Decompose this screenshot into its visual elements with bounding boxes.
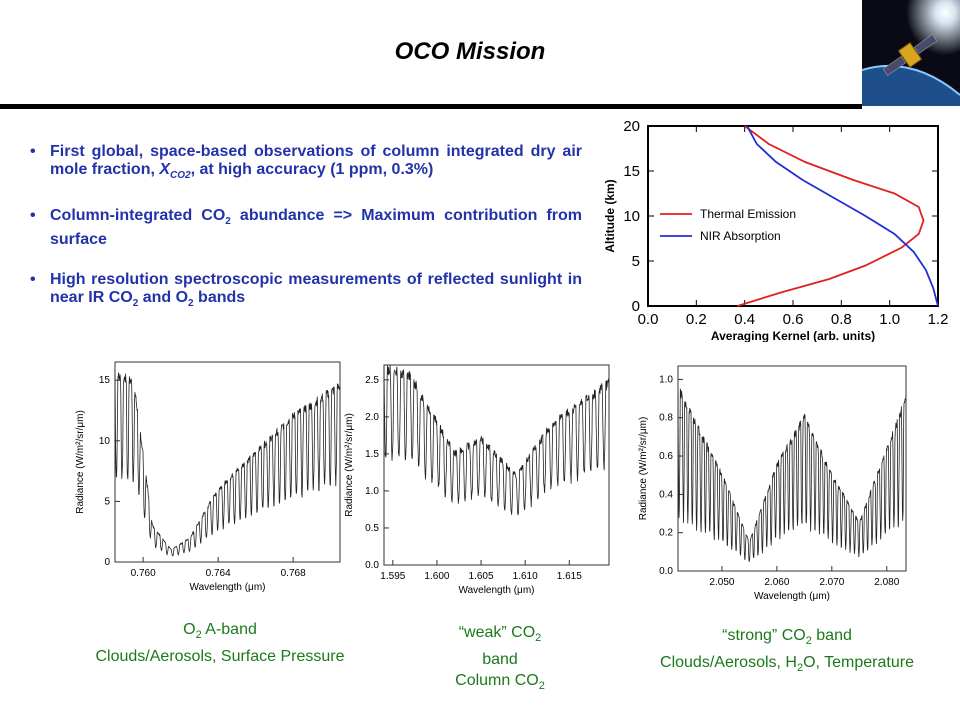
- x-tick-label: 0.4: [734, 311, 755, 328]
- y-tick-label: 0.0: [659, 566, 673, 577]
- x-tick-label: 2.070: [819, 577, 844, 588]
- y-tick-label: 0.0: [365, 560, 379, 571]
- x-tick-label: 1.600: [424, 571, 449, 582]
- x-tick-label: 1.605: [469, 571, 494, 582]
- y-tick-label: 0.8: [659, 413, 673, 424]
- caption-weak-co2: “weak” CO2 band Column CO2: [420, 622, 580, 697]
- y-tick-label: 5: [632, 253, 640, 270]
- spectrum-line: [677, 388, 907, 563]
- x-axis-label: Wavelength (μm): [459, 585, 535, 596]
- caption-line: Clouds/Aerosols, H2O, Temperature: [660, 654, 914, 675]
- caption-line: Column CO2: [455, 672, 545, 693]
- y-tick-label: 15: [99, 375, 111, 386]
- caption-line: band: [482, 651, 518, 669]
- y-axis-label: Radiance (W/m²/sr/μm): [75, 410, 86, 514]
- y-tick-label: 15: [623, 163, 640, 180]
- series-line-nir-absorption: [746, 125, 939, 307]
- x-axis-label: Wavelength (μm): [754, 591, 830, 602]
- bullet-text: First global, space-based observations o…: [50, 143, 582, 182]
- y-tick-label: 0: [104, 557, 110, 568]
- y-tick-label: 5: [104, 496, 110, 507]
- x-tick-label: 0.8: [831, 311, 852, 328]
- legend-label: Thermal Emission: [700, 207, 796, 221]
- caption-line: Clouds/Aerosols, Surface Pressure: [95, 648, 345, 666]
- y-axis-label: Radiance (W/m²/sr/μm): [344, 413, 355, 517]
- page-title: OCO Mission: [394, 38, 546, 65]
- y-tick-label: 0.4: [659, 489, 673, 500]
- x-tick-label: 0.760: [131, 568, 156, 579]
- x-tick-label: 0.764: [206, 568, 231, 579]
- x-axis-label: Averaging Kernel (arb. units): [711, 329, 875, 342]
- x-tick-label: 0.6: [783, 311, 804, 328]
- plot-frame: [114, 361, 341, 563]
- y-tick-label: 1.0: [365, 486, 379, 497]
- y-tick-label: 10: [99, 436, 111, 447]
- bullet-list: • First global, space-based observations …: [30, 143, 582, 336]
- caption-o2-band: O2 A-band Clouds/Aerosols, Surface Press…: [70, 619, 370, 667]
- x-axis-label: Wavelength (μm): [190, 582, 266, 593]
- x-tick-label: 0.768: [281, 568, 306, 579]
- y-tick-label: 0.2: [659, 528, 673, 539]
- satellite-image: [862, 0, 960, 106]
- y-tick-label: 0: [632, 298, 640, 315]
- y-tick-label: 2.0: [365, 412, 379, 423]
- legend-label: NIR Absorption: [700, 229, 781, 243]
- y-tick-label: 2.5: [365, 375, 379, 386]
- caption-line: “weak” CO2: [458, 624, 542, 645]
- y-tick-label: 20: [623, 118, 640, 135]
- title-divider: [0, 104, 862, 109]
- y-tick-label: 1.0: [659, 374, 673, 385]
- y-tick-label: 0.5: [365, 523, 379, 534]
- x-tick-label: 1.0: [879, 311, 900, 328]
- spectrum-line: [114, 372, 341, 557]
- bullet-item: • High resolution spectroscopic measureme…: [30, 271, 582, 310]
- y-axis-label: Altitude (km): [603, 179, 617, 252]
- series-line-thermal-emission: [737, 125, 925, 307]
- x-tick-label: 2.060: [764, 577, 789, 588]
- bullet-item: • First global, space-based observations …: [30, 143, 582, 182]
- x-tick-label: 1.2: [928, 311, 949, 328]
- y-tick-label: 10: [623, 208, 640, 225]
- x-tick-label: 1.610: [513, 571, 538, 582]
- caption-line: “strong” CO2 band: [722, 627, 852, 648]
- x-tick-label: 1.615: [557, 571, 582, 582]
- y-tick-label: 1.5: [365, 449, 379, 460]
- x-tick-label: 1.595: [380, 571, 405, 582]
- spectrum-line: [383, 364, 610, 516]
- averaging-kernel-chart: 0.0 0.2 0.4 0.6 0.8 1.0 1.2 0 5 10 15 20 Averaging K…: [603, 118, 949, 342]
- bullet-item: • Column-integrated CO2 abundance => Maxi…: [30, 207, 582, 249]
- strong-co2-spectrum-chart: 2.050 2.060 2.070 2.080 0.0 0.2 0.4 0.6 0.8 1.0 Wa…: [638, 365, 907, 602]
- x-tick-label: 2.050: [709, 577, 734, 588]
- bullet-text: Column-integrated CO2 abundance => Maxim…: [50, 207, 582, 249]
- x-tick-label: 2.080: [874, 577, 899, 588]
- y-tick-label: 0.6: [659, 451, 673, 462]
- caption-line: O2 A-band: [183, 621, 257, 642]
- weak-co2-spectrum-chart: 1.595 1.600 1.605 1.610 1.615 0.0 0.5 1.0 1.5 2.0…: [344, 364, 610, 596]
- o2-aband-spectrum-chart: 0.760 0.764 0.768 0 5 10 15 Wavelength (μm) Radi…: [75, 361, 341, 593]
- y-axis-label: Radiance (W/m²/sr/μm): [638, 417, 649, 521]
- bullet-text: High resolution spectroscopic measuremen…: [50, 271, 582, 310]
- x-tick-label: 0.0: [638, 311, 659, 328]
- x-tick-label: 0.2: [686, 311, 707, 328]
- caption-strong-co2: “strong” CO2 band Clouds/Aerosols, H2O, …: [632, 625, 942, 679]
